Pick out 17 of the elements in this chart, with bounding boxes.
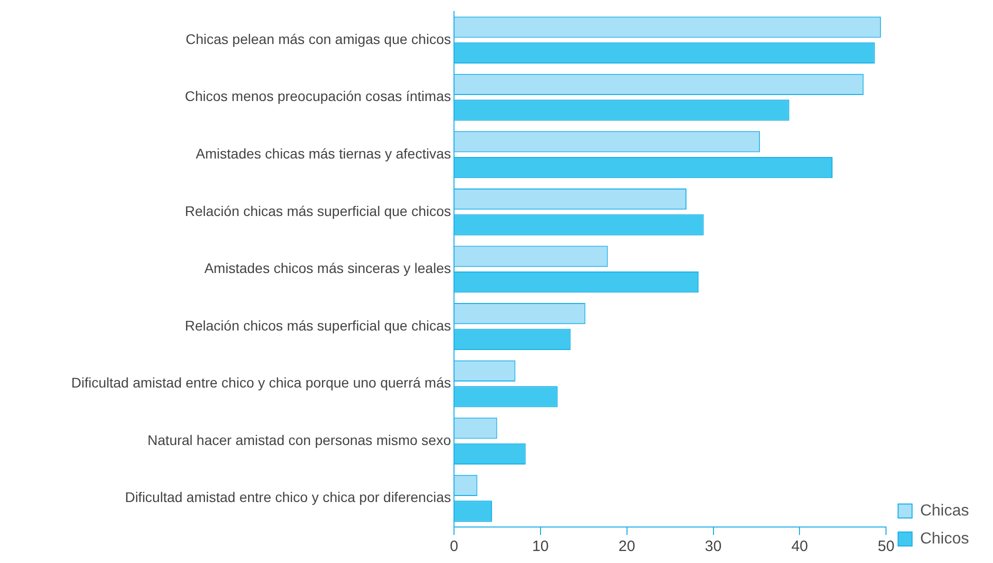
- x-tick-label: 50: [878, 538, 894, 556]
- y-tick-label: Relación chicos más superficial que chicas: [184, 317, 451, 334]
- y-tick-label: Chicas pelean más con amigas que chicos: [186, 30, 451, 47]
- y-tick-label: Amistades chicas más tiernas y afectivas: [196, 145, 451, 162]
- y-tick-label: Natural hacer amistad con personas mismo sexo: [148, 432, 452, 448]
- legend-label: Chicas: [920, 502, 969, 520]
- x-tick-label: 0: [450, 538, 458, 556]
- y-tick-label: Chicos menos preocupación cosas íntimas: [184, 88, 451, 104]
- x-tick-label: 10: [532, 538, 549, 556]
- y-tick-label: Relación chicas más superficial que chicos: [184, 202, 451, 219]
- y-tick-label: Amistades chicos más sinceras y leales: [204, 260, 451, 276]
- y-tick-label: Dificultad amistad entre chico y chica porque uno querrá más: [71, 374, 451, 391]
- x-tick-label: 20: [618, 538, 636, 556]
- legend-label: Chicos: [920, 530, 969, 548]
- x-tick-label: 40: [791, 538, 808, 556]
- y-tick-label: Dificultad amistad entre chico y chica por diferencias: [124, 489, 451, 506]
- x-tick-label: 30: [704, 538, 722, 556]
